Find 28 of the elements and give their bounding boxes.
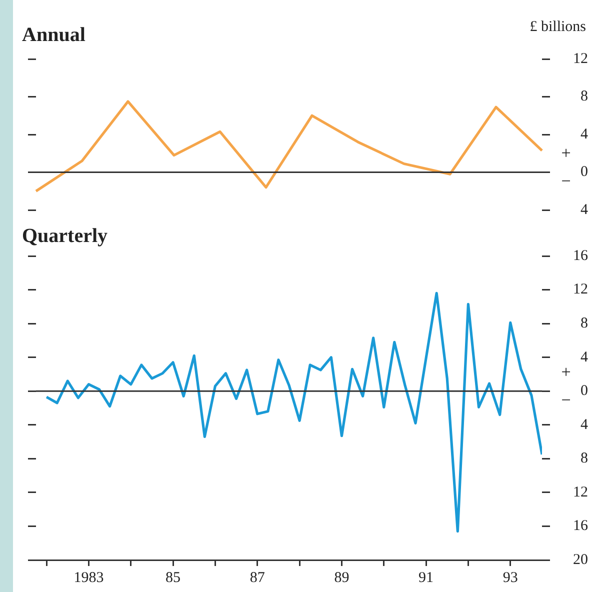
y-tick-label: 4 xyxy=(580,416,588,433)
y-tick-label: 12 xyxy=(573,282,588,298)
y-tick-label: 12 xyxy=(573,50,588,67)
y-tick-label: 0 xyxy=(580,383,588,400)
y-tick-label: 4 xyxy=(580,126,588,142)
y-tick-label: 16 xyxy=(573,518,588,534)
y-tick-label: 8 xyxy=(580,88,588,105)
y-tick-label: 8 xyxy=(580,315,588,332)
y-tick-label: 16 xyxy=(573,248,588,264)
y-tick-label: 12 xyxy=(573,484,588,500)
text: − xyxy=(561,390,571,410)
y-tick-label: 8 xyxy=(580,450,588,467)
y-tick-label: 0 xyxy=(580,164,588,180)
text: − xyxy=(561,172,571,191)
x-tick-label: 93 xyxy=(502,570,518,586)
text: + xyxy=(561,144,571,163)
text: + xyxy=(561,362,571,382)
y-axis-title: £ billions xyxy=(530,18,586,35)
y-tick-label: 20 xyxy=(573,552,588,568)
x-tick-label: 85 xyxy=(166,570,181,586)
x-tick-label: 89 xyxy=(334,570,350,586)
chart-title: Annual xyxy=(22,24,86,47)
x-tick-label: 91 xyxy=(418,570,434,586)
x-tick-label: 1983 xyxy=(74,570,104,586)
y-tick-label: 4 xyxy=(580,349,588,366)
y-tick-label: 4 xyxy=(580,202,588,218)
x-tick-label: 87 xyxy=(250,570,266,586)
chart-title: Quarterly xyxy=(22,225,108,248)
